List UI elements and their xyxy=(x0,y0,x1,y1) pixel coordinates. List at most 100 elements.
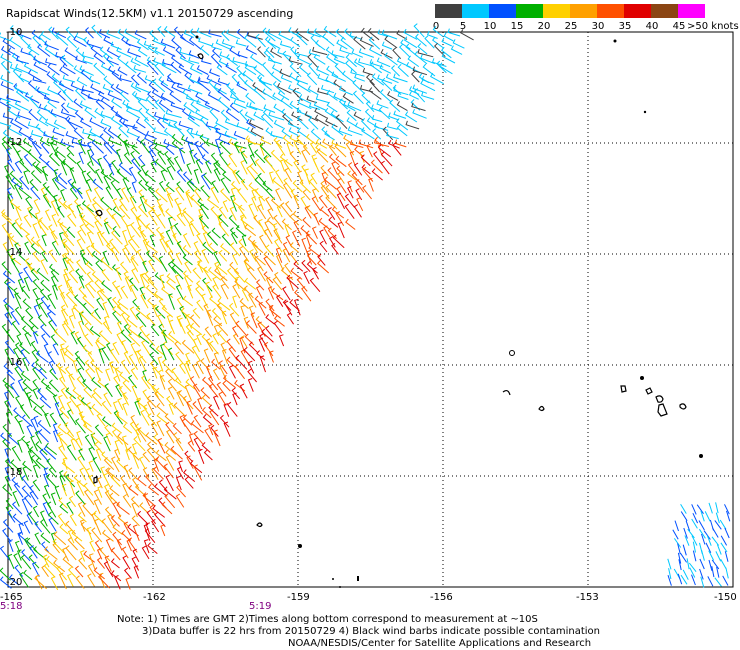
wind-barb xyxy=(110,514,120,527)
wind-barb xyxy=(381,77,393,91)
wind-barb xyxy=(1,261,12,275)
wind-barb xyxy=(160,80,174,93)
wind-barb xyxy=(205,121,221,130)
wind-barb xyxy=(107,296,115,309)
wind-barb xyxy=(73,98,83,109)
wind-barb xyxy=(33,406,43,417)
wind-barb xyxy=(159,232,169,248)
wind-barb xyxy=(30,417,39,435)
wind-barb xyxy=(23,214,32,228)
wind-barb xyxy=(272,276,283,291)
wind-barb xyxy=(127,48,141,58)
wind-barb xyxy=(307,85,319,96)
wind-barb xyxy=(21,285,31,299)
wind-barb xyxy=(309,141,318,154)
wind-barb xyxy=(54,151,66,166)
wind-barb xyxy=(111,97,122,109)
wind-barb xyxy=(28,208,38,220)
wind-barb xyxy=(431,58,447,67)
wind-barb xyxy=(14,84,30,95)
wind-barb xyxy=(249,153,257,166)
wind-barb xyxy=(136,475,147,487)
wind-barb xyxy=(165,208,176,221)
wind-barb xyxy=(176,466,184,480)
wind-barb xyxy=(79,550,86,562)
wind-barb xyxy=(325,76,337,86)
wind-barb xyxy=(35,457,47,470)
wind-barb xyxy=(186,455,194,469)
wind-barb xyxy=(254,188,266,202)
wind-barb xyxy=(50,269,59,282)
wind-barb xyxy=(5,505,13,519)
wind-barb xyxy=(17,378,24,392)
wind-barb xyxy=(156,213,166,229)
wind-barb xyxy=(52,429,59,443)
wind-barb xyxy=(393,86,409,96)
wind-barb xyxy=(698,528,706,539)
wind-barb xyxy=(327,207,336,220)
wind-barb xyxy=(8,47,20,58)
wind-barb xyxy=(30,130,42,138)
wind-barb xyxy=(378,106,391,120)
wind-barb xyxy=(112,305,122,317)
wind-barb xyxy=(66,35,77,49)
wind-barb xyxy=(64,473,76,488)
wind-barb xyxy=(264,36,277,49)
wind-barb xyxy=(724,551,729,562)
wind-barb xyxy=(102,84,114,93)
wind-barb xyxy=(255,33,266,48)
wind-barb xyxy=(144,271,155,285)
legend-swatch-2 xyxy=(489,4,516,18)
wind-barb xyxy=(48,263,60,275)
wind-barb xyxy=(21,497,30,515)
wind-barb xyxy=(248,182,258,194)
wind-barb xyxy=(175,46,186,60)
wind-barb xyxy=(205,338,214,352)
wind-barb xyxy=(81,85,94,94)
wind-barb xyxy=(51,176,60,191)
wind-barb xyxy=(370,159,383,174)
wind-barb xyxy=(682,569,689,580)
wind-barb xyxy=(249,102,264,112)
wind-barb xyxy=(231,387,241,400)
wind-barb xyxy=(257,204,267,220)
wind-barb xyxy=(295,75,309,85)
wind-barb xyxy=(366,143,373,158)
wind-barb xyxy=(250,312,258,329)
wind-barb xyxy=(41,165,48,182)
wind-barb xyxy=(81,214,95,228)
wind-barb xyxy=(11,320,22,335)
wind-barb xyxy=(220,243,231,255)
wind-barb xyxy=(226,401,238,417)
wind-barb xyxy=(44,546,58,560)
wind-barb xyxy=(293,220,302,236)
wind-barb xyxy=(233,130,246,140)
wind-barb xyxy=(137,203,149,218)
wind-barb xyxy=(149,234,156,247)
wind-barb xyxy=(144,75,156,84)
wind-barb xyxy=(19,176,30,190)
wind-barb xyxy=(300,225,310,236)
wind-barb xyxy=(149,342,159,355)
wind-barb xyxy=(86,149,94,166)
island xyxy=(95,209,103,217)
wind-barb xyxy=(164,413,175,425)
wind-barb xyxy=(143,539,150,554)
wind-barb xyxy=(1,223,12,239)
wind-barb xyxy=(163,127,176,140)
wind-barb xyxy=(173,222,182,236)
wind-barb xyxy=(130,342,137,356)
wind-barb xyxy=(195,286,205,299)
wind-barb xyxy=(45,555,58,569)
wind-barb xyxy=(41,250,48,263)
wind-barb xyxy=(146,447,158,462)
wind-barb xyxy=(0,576,12,589)
wind-barb xyxy=(159,274,166,289)
wind-barb xyxy=(258,301,266,316)
wind-barb xyxy=(126,539,132,552)
wind-barb xyxy=(204,326,212,338)
wind-barb xyxy=(413,23,425,38)
wind-barb xyxy=(155,226,165,239)
wind-barb xyxy=(121,311,130,327)
wind-barb xyxy=(315,138,328,149)
